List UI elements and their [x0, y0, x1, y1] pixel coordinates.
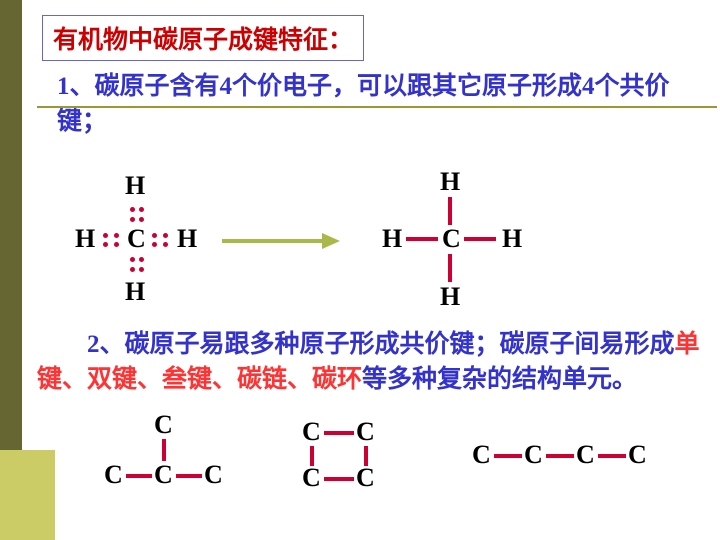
dot [114, 242, 119, 247]
c-atom: C [302, 463, 321, 493]
dot [139, 267, 144, 272]
paragraph-2: 2、碳原子易跟多种原子形成共价键；碳原子间易形成单键、双键、叁键、碳链、碳环等多… [37, 327, 705, 397]
bond-v [448, 197, 452, 225]
horizontal-rule [37, 106, 717, 108]
dot [130, 217, 135, 222]
dot [163, 242, 168, 247]
para1-text: 1、碳原子含有4个价电子，可以跟其它原子形成4个共价键； [57, 73, 670, 135]
bond-h [406, 237, 438, 241]
dot [114, 233, 119, 238]
c-atom: C [576, 440, 595, 470]
c-atom: C [472, 440, 491, 470]
dot [152, 242, 157, 247]
bond-h [598, 454, 626, 458]
bond-h [464, 237, 496, 241]
bond-h [126, 474, 152, 478]
bond-v [448, 254, 452, 282]
bond-h [324, 477, 354, 481]
c-atom: C [628, 440, 647, 470]
dot [103, 242, 108, 247]
c-atom: C [524, 440, 543, 470]
bond-h [324, 431, 354, 435]
bond-h [176, 474, 202, 478]
dot [139, 217, 144, 222]
struct-left: H [382, 224, 402, 254]
para2-part2: 等多种复杂的结构单元。 [362, 366, 637, 393]
bottom-diagrams: C C C C C C C C C C C C [22, 405, 720, 505]
title-box: 有机物中碳原子成键特征： [42, 15, 364, 61]
dot [163, 233, 168, 238]
arrow-icon [222, 229, 342, 253]
c-atom: C [204, 460, 223, 490]
bond-h [546, 454, 574, 458]
dot [103, 233, 108, 238]
struct-center: C [442, 224, 461, 254]
struct-top: H [440, 167, 460, 197]
lewis-bottom: H [125, 277, 145, 307]
bond-h [494, 454, 522, 458]
c-atom: C [356, 417, 375, 447]
c-atom: C [154, 410, 173, 440]
title-text: 有机物中碳原子成键特征： [53, 27, 353, 54]
dot [139, 257, 144, 262]
bond-v [162, 439, 166, 461]
paragraph-1: 1、碳原子含有4个价电子，可以跟其它原子形成4个共价键； [57, 69, 705, 139]
c-atom: C [356, 463, 375, 493]
lewis-right: H [177, 224, 197, 254]
diagram-area: C H H H H C H H H H [22, 157, 720, 327]
lewis-left: H [75, 224, 95, 254]
struct-right: H [502, 224, 522, 254]
content-area: 有机物中碳原子成键特征： 1、碳原子含有4个价电子，可以跟其它原子形成4个共价键… [22, 0, 720, 540]
dot [152, 233, 157, 238]
struct-bottom: H [440, 282, 460, 312]
lewis-top: H [125, 171, 145, 201]
dot [130, 267, 135, 272]
lewis-center: C [127, 224, 146, 254]
dot [130, 207, 135, 212]
dot [139, 207, 144, 212]
dot [130, 257, 135, 262]
para2-part1: 2、碳原子易跟多种原子形成共价键；碳原子间易形成 [87, 331, 675, 358]
c-atom: C [154, 460, 173, 490]
c-atom: C [302, 417, 321, 447]
c-atom: C [104, 460, 123, 490]
